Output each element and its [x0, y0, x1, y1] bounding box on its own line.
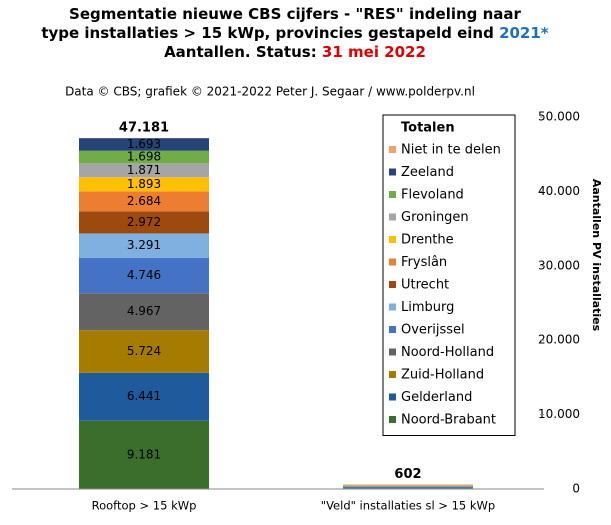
legend-swatch	[389, 214, 396, 221]
legend-swatch	[389, 371, 396, 378]
value-label: 3.291	[127, 238, 161, 252]
legend-swatch	[389, 281, 396, 288]
legend-title: Totalen	[401, 121, 455, 136]
bar-segment	[343, 487, 473, 488]
value-label: 2.684	[127, 194, 161, 208]
y-tick-label: 10.000	[538, 407, 580, 421]
legend-label: Flevoland	[401, 188, 464, 203]
legend-swatch	[389, 169, 396, 176]
legend-swatch	[389, 394, 396, 401]
y-tick-label: 0	[572, 482, 580, 496]
title-part: Segmentatie nieuwe CBS cijfers - "RES" i…	[69, 5, 521, 23]
title-part: type installaties > 15 kWp, provincies g…	[41, 24, 499, 42]
value-label: 1.871	[127, 163, 161, 177]
value-label: 1.893	[127, 177, 161, 191]
chart-title: type installaties > 15 kWp, provincies g…	[41, 24, 548, 42]
legend-label: Fryslân	[401, 255, 447, 270]
value-label: 4.746	[127, 268, 161, 282]
legend-swatch	[389, 236, 396, 243]
legend-label: Zeeland	[401, 165, 454, 180]
title-part: Aantallen. Status:	[164, 43, 322, 61]
legend-label: Gelderland	[401, 390, 472, 405]
legend-swatch	[389, 349, 396, 356]
title-part: 2021*	[499, 24, 549, 42]
legend-label: Utrecht	[401, 278, 449, 293]
x-tick-label: Rooftop > 15 kWp	[92, 499, 197, 513]
value-label: 5.724	[127, 344, 161, 358]
total-label: 47.181	[119, 120, 169, 135]
value-label: 1.693	[127, 137, 161, 151]
legend-swatch	[389, 304, 396, 311]
y-tick-label: 40.000	[538, 184, 580, 198]
value-label: 4.967	[127, 304, 161, 318]
legend-label: Zuid-Holland	[401, 368, 484, 383]
legend-swatch	[389, 191, 396, 198]
legend-label: Noord-Holland	[401, 345, 494, 360]
legend-swatch	[389, 326, 396, 333]
legend-label: Limburg	[401, 300, 454, 315]
y-tick-label: 50.000	[538, 110, 580, 124]
legend-label: Niet in te delen	[401, 143, 501, 158]
subtitle: Data © CBS; grafiek © 2021-2022 Peter J.…	[65, 85, 475, 99]
x-tick-label: "Veld" installaties sl > 15 kWp	[321, 499, 495, 513]
legend-label: Groningen	[401, 210, 469, 225]
legend-swatch	[389, 416, 396, 423]
legend-box	[383, 115, 515, 436]
y-tick-label: 30.000	[538, 258, 580, 272]
value-label: 2.972	[127, 215, 161, 229]
legend-label: Drenthe	[401, 233, 454, 248]
legend-swatch	[389, 146, 396, 153]
legend-label: Overijssel	[401, 323, 465, 338]
chart-title: Segmentatie nieuwe CBS cijfers - "RES" i…	[69, 5, 521, 23]
chart-title: Aantallen. Status: 31 mei 2022	[164, 43, 426, 61]
y-tick-label: 20.000	[538, 333, 580, 347]
title-part: 31 mei 2022	[322, 43, 426, 61]
legend-swatch	[389, 259, 396, 266]
legend-label: Noord-Brabant	[401, 413, 496, 428]
value-label: 6.441	[127, 389, 161, 403]
value-label: 1.698	[127, 150, 161, 164]
y-axis-label: Aantallen PV installaties	[590, 179, 603, 332]
value-label: 9.181	[127, 447, 161, 461]
total-label: 602	[394, 467, 421, 482]
